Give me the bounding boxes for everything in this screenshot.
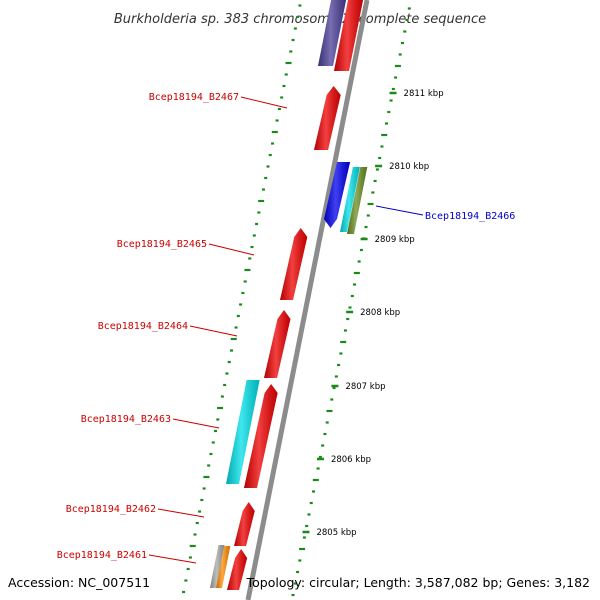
- scale-tick-label: 2810 kbp: [389, 162, 429, 172]
- gene-arrow-shading: [234, 502, 255, 546]
- scale-tick-label: 2811 kbp: [404, 89, 444, 99]
- scale-ticks: 2811 kbp 2810 kbp 2809 kbp 2808 kbp 2807 kbp…: [302, 89, 444, 538]
- gene-arrow-shading: [264, 310, 291, 378]
- gene-arrow-shading: [216, 546, 231, 588]
- gene-label[interactable]: Bcep18194_B2465: [117, 239, 207, 250]
- gene-leader-line: [148, 554, 197, 564]
- gene-labels: Bcep18194_B2467 Bcep18194_B2466 Bcep18194_…: [57, 92, 515, 564]
- scale-tick-label: 2805 kbp: [316, 528, 356, 538]
- gene-arrow-shading: [340, 167, 360, 232]
- gene-arrow-shading: [347, 167, 368, 234]
- gene-arrow-shading: [324, 162, 351, 228]
- gene-arrow-shading: [227, 549, 248, 590]
- gene-label[interactable]: Bcep18194_B2462: [66, 504, 156, 515]
- gene-label[interactable]: Bcep18194_B2466: [425, 211, 515, 222]
- gene-arrow-shading: [280, 228, 308, 300]
- gene-arrow-shading: [318, 0, 347, 66]
- gene-label[interactable]: Bcep18194_B2467: [149, 92, 239, 103]
- gene-arrow-shading: [210, 545, 225, 588]
- topology-text: Topology: circular; Length: 3,587,082 bp…: [246, 575, 590, 590]
- scale-tick-label: 2807 kbp: [345, 382, 385, 392]
- gene-arrow-shading: [226, 380, 260, 484]
- scale-tick-label: 2806 kbp: [331, 455, 371, 465]
- accession-text: Accession: NC_007511: [8, 575, 150, 590]
- gene-label[interactable]: Bcep18194_B2463: [81, 414, 171, 425]
- gene-leader-line: [172, 418, 220, 429]
- dotted-tracks: [182, 4, 411, 597]
- gene-arrow-shading: [244, 384, 278, 488]
- gene-leader-line: [189, 325, 238, 337]
- gene-leader-line: [208, 243, 255, 256]
- gene-label[interactable]: Bcep18194_B2461: [57, 550, 147, 561]
- gene-features: [210, 0, 368, 590]
- gene-label[interactable]: Bcep18194_B2464: [98, 321, 188, 332]
- gene-leader-line: [157, 508, 205, 518]
- gene-leader-line: [240, 96, 288, 109]
- gene-arrow-shading: [314, 86, 341, 150]
- scale-tick-label: 2808 kbp: [360, 308, 400, 318]
- chromosome-backbone: [245, 0, 370, 600]
- gene-arrow-shading: [334, 0, 364, 71]
- gene-leader-line: [375, 205, 424, 216]
- scale-tick-label: 2809 kbp: [375, 235, 415, 245]
- map-title: Burkholderia sp. 383 chromosome 2, compl…: [114, 12, 486, 27]
